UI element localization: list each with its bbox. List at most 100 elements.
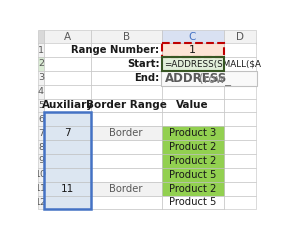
Bar bbox=[161, 43, 224, 57]
Bar bbox=[44, 112, 91, 126]
Bar bbox=[91, 182, 161, 196]
Text: Border: Border bbox=[110, 128, 143, 138]
Text: Start:: Start: bbox=[127, 59, 160, 69]
Bar bbox=[161, 196, 224, 209]
Bar bbox=[161, 196, 224, 209]
Bar bbox=[38, 30, 44, 44]
Bar bbox=[224, 182, 256, 196]
Bar bbox=[91, 43, 161, 57]
Text: Value: Value bbox=[176, 100, 209, 110]
Bar bbox=[38, 57, 44, 71]
Bar bbox=[91, 154, 161, 168]
Bar bbox=[91, 43, 161, 57]
Bar bbox=[38, 43, 44, 57]
Bar bbox=[161, 140, 224, 154]
Bar bbox=[91, 126, 161, 140]
Bar bbox=[161, 43, 224, 57]
Text: 11: 11 bbox=[35, 184, 47, 193]
Bar bbox=[224, 98, 256, 112]
Bar bbox=[44, 126, 91, 140]
Text: A: A bbox=[64, 32, 71, 42]
Bar bbox=[38, 168, 44, 182]
Bar bbox=[44, 154, 91, 168]
Bar bbox=[44, 140, 91, 154]
Text: Border: Border bbox=[110, 184, 143, 194]
Bar bbox=[44, 168, 91, 182]
Bar bbox=[224, 196, 256, 209]
Bar bbox=[91, 168, 161, 182]
Bar bbox=[44, 71, 91, 85]
Bar bbox=[38, 98, 44, 112]
Text: C: C bbox=[189, 32, 196, 42]
Text: =ADDRESS(SMALL($A: =ADDRESS(SMALL($A bbox=[164, 60, 261, 68]
Bar bbox=[91, 98, 161, 112]
Text: Border Range: Border Range bbox=[86, 100, 167, 110]
Text: 7: 7 bbox=[64, 128, 71, 138]
Bar bbox=[224, 71, 256, 85]
Bar bbox=[161, 57, 224, 71]
Bar bbox=[91, 57, 161, 71]
Bar bbox=[161, 126, 224, 140]
Bar bbox=[91, 140, 161, 154]
Bar bbox=[161, 182, 224, 196]
Bar bbox=[224, 85, 256, 98]
Bar bbox=[161, 57, 224, 71]
Bar bbox=[161, 112, 224, 126]
Bar bbox=[161, 98, 224, 112]
Bar bbox=[44, 196, 91, 209]
Bar bbox=[91, 57, 161, 71]
Bar bbox=[44, 140, 91, 154]
Bar bbox=[44, 30, 91, 44]
Text: 1: 1 bbox=[189, 45, 196, 55]
Bar bbox=[224, 30, 256, 44]
Bar bbox=[44, 98, 91, 112]
Text: D: D bbox=[236, 32, 244, 42]
Text: 3: 3 bbox=[38, 73, 44, 82]
Bar bbox=[161, 140, 224, 154]
Text: B: B bbox=[123, 32, 130, 42]
Text: 5: 5 bbox=[38, 101, 44, 110]
Bar bbox=[91, 196, 161, 209]
Text: 10: 10 bbox=[35, 170, 47, 179]
Bar bbox=[91, 154, 161, 168]
Bar bbox=[44, 196, 91, 209]
Bar bbox=[161, 71, 257, 86]
Bar bbox=[161, 43, 224, 57]
Bar bbox=[44, 57, 91, 71]
Bar bbox=[161, 30, 224, 44]
Bar bbox=[224, 140, 256, 154]
Bar bbox=[161, 85, 224, 98]
Bar bbox=[224, 168, 256, 182]
Bar bbox=[38, 140, 44, 154]
Text: Product 2: Product 2 bbox=[169, 156, 216, 166]
Bar bbox=[44, 98, 91, 112]
Text: ADDRESS: ADDRESS bbox=[165, 72, 227, 85]
Bar bbox=[91, 71, 161, 85]
Text: 12: 12 bbox=[35, 198, 47, 207]
Bar bbox=[161, 154, 224, 168]
Bar bbox=[38, 112, 44, 126]
Bar bbox=[44, 168, 91, 182]
Bar bbox=[91, 30, 161, 44]
Text: 4: 4 bbox=[38, 87, 44, 96]
Bar bbox=[161, 168, 224, 182]
Text: Product 5: Product 5 bbox=[169, 198, 216, 207]
Text: 9: 9 bbox=[38, 156, 44, 166]
Bar bbox=[224, 154, 256, 168]
Bar bbox=[91, 98, 161, 112]
Bar bbox=[224, 112, 256, 126]
Bar bbox=[91, 85, 161, 98]
Bar bbox=[161, 154, 224, 168]
Bar bbox=[44, 182, 91, 196]
Bar bbox=[44, 43, 91, 57]
Bar bbox=[91, 126, 161, 140]
Text: 2: 2 bbox=[38, 60, 44, 68]
Text: 11: 11 bbox=[61, 184, 74, 194]
Text: Product 5: Product 5 bbox=[169, 170, 216, 180]
Bar bbox=[44, 182, 91, 196]
Text: 7: 7 bbox=[38, 129, 44, 138]
Bar bbox=[161, 126, 224, 140]
Bar bbox=[224, 57, 256, 71]
Bar bbox=[91, 182, 161, 196]
Bar bbox=[161, 71, 224, 85]
